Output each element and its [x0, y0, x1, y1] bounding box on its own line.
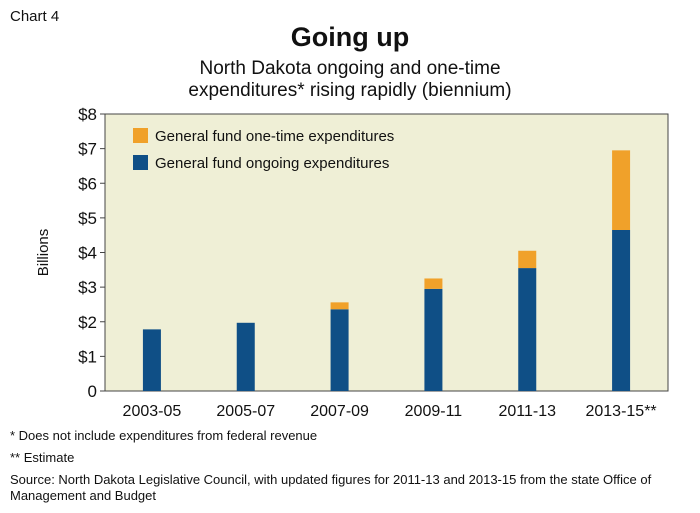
- bar-ongoing: [424, 288, 443, 391]
- subtitle-line-1: North Dakota ongoing and one-time: [199, 58, 501, 79]
- stacked-bar-chart: 0 $1 $2 $3 $4 $5 $6 $7 $8 Billions 2003-05 2005-07 2…: [35, 105, 669, 420]
- y-tick-label: $4: [78, 244, 97, 263]
- x-tick-label: 2009-11: [405, 403, 463, 420]
- x-tick-label: 2007-09: [310, 403, 369, 420]
- y-tick-label: $8: [78, 105, 97, 124]
- footnote-estimate: ** Estimate: [10, 450, 75, 465]
- y-tick-label: $2: [78, 313, 97, 332]
- bar-one-time: [330, 302, 349, 310]
- y-tick-label: $7: [78, 140, 97, 159]
- legend-label: General fund ongoing expenditures: [155, 155, 389, 172]
- chart-number-label: Chart 4: [10, 8, 60, 25]
- bar-one-time: [518, 250, 537, 269]
- bar-ongoing: [612, 229, 631, 391]
- x-tick-label: 2013-15**: [585, 403, 656, 420]
- bar-one-time: [612, 150, 631, 230]
- y-tick-label: $5: [78, 209, 97, 228]
- footnote-federal-revenue: * Does not include expenditures from fed…: [10, 428, 318, 443]
- y-tick-label: $1: [78, 347, 97, 366]
- bar-one-time: [424, 278, 443, 289]
- bar-ongoing: [330, 309, 349, 391]
- bar-ongoing: [518, 268, 537, 391]
- bar-ongoing: [142, 329, 161, 391]
- y-axis-title: Billions: [35, 229, 52, 277]
- bar-ongoing: [236, 322, 255, 391]
- y-tick-label: 0: [88, 382, 97, 401]
- source-note: Source: North Dakota Legislative Council…: [10, 472, 652, 503]
- x-tick-label: 2003-05: [123, 403, 182, 420]
- y-tick-label: $3: [78, 278, 97, 297]
- chart-subtitle: North Dakota ongoing and one-time expend…: [0, 58, 700, 102]
- legend-label: General fund one-time expenditures: [155, 128, 394, 145]
- legend-swatch: [133, 128, 148, 143]
- chart-notes: * Does not include expenditures from fed…: [10, 428, 690, 504]
- subtitle-line-2: expenditures* rising rapidly (biennium): [188, 80, 512, 101]
- chart-title: Going up: [290, 22, 410, 52]
- x-tick-label: 2011-13: [498, 403, 556, 420]
- x-tick-label: 2005-07: [216, 403, 275, 420]
- legend-swatch: [133, 155, 148, 170]
- y-tick-label: $6: [78, 174, 97, 193]
